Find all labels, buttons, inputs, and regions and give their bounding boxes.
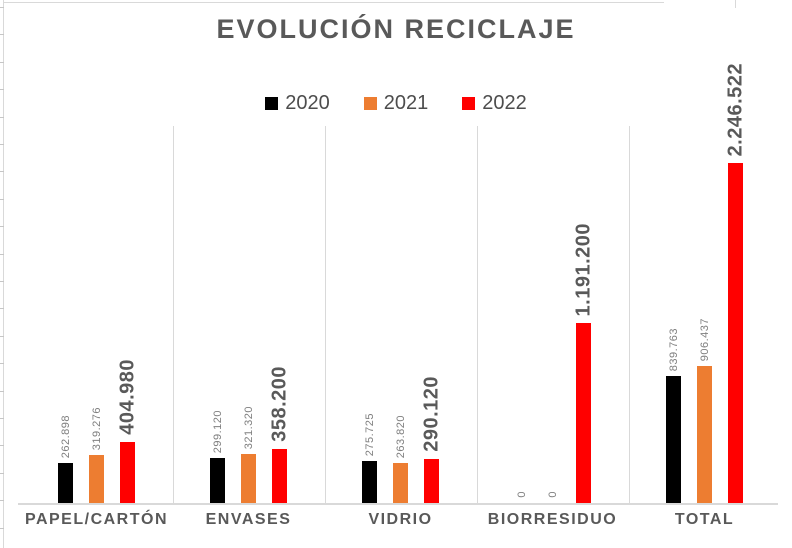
- legend-swatch-icon: [462, 97, 476, 110]
- spreadsheet-row-tick: [0, 144, 4, 145]
- category-separator-line: [325, 126, 326, 503]
- spreadsheet-row-tick: [0, 171, 4, 172]
- data-label-2022-envases: 358.200: [268, 366, 290, 442]
- chart-title[interactable]: EVOLUCIÓN RECICLAJE: [216, 14, 576, 44]
- spreadsheet-column-border: [3, 0, 4, 548]
- category-separator-line: [173, 126, 174, 503]
- spreadsheet-row-tick: [0, 199, 4, 200]
- data-label-2022-total: 2.246.522: [724, 62, 746, 156]
- legend-item-2021[interactable]: 2021: [363, 92, 429, 115]
- spreadsheet-row-tick: [0, 473, 4, 474]
- legend-swatch-icon: [363, 97, 377, 110]
- bar-2022-papel-cart-n[interactable]: [120, 442, 135, 503]
- bar-2020-total[interactable]: [666, 376, 681, 503]
- category-label-papel-cart-n: PAPEL/CARTÓN: [24, 511, 169, 528]
- spreadsheet-row-tick: [0, 363, 4, 364]
- category-label-biorresiduo: BIORRESIDUO: [487, 511, 618, 528]
- spreadsheet-row-tick: [0, 418, 4, 419]
- bar-2021-papel-cart-n[interactable]: [89, 455, 104, 503]
- data-label-2022-papel-cart-n: 404.980: [116, 359, 138, 435]
- legend-label: 2022: [482, 92, 527, 114]
- category-separator-line: [477, 126, 478, 503]
- spreadsheet-row-tick: [0, 62, 4, 63]
- data-label-2020-vidrio: 275.725: [363, 412, 376, 456]
- legend-label: 2020: [285, 92, 330, 114]
- data-label-2021-vidrio: 263.820: [394, 414, 407, 458]
- spreadsheet-row-tick: [0, 254, 4, 255]
- chart-legend: 2020 2021 2022: [0, 92, 792, 115]
- spreadsheet-row-tick: [0, 391, 4, 392]
- data-label-2021-biorresiduo: 0: [546, 491, 559, 498]
- data-label-2022-biorresiduo: 1.191.200: [572, 222, 594, 316]
- legend-label: 2021: [383, 92, 429, 114]
- category-label-total: TOTAL: [674, 511, 735, 528]
- data-label-2021-papel-cart-n: 319.276: [90, 406, 103, 450]
- spreadsheet-row-tick: [0, 89, 4, 90]
- bar-2021-vidrio[interactable]: [393, 463, 408, 503]
- spreadsheet-row-tick: [0, 308, 4, 309]
- spreadsheet-row-tick: [0, 281, 4, 282]
- bar-2022-vidrio[interactable]: [424, 459, 439, 503]
- bar-2020-vidrio[interactable]: [362, 461, 377, 503]
- spreadsheet-column-border-stub: [735, 0, 736, 8]
- spreadsheet-row-tick: [0, 34, 4, 35]
- bar-2022-total[interactable]: [728, 163, 743, 503]
- bar-2020-papel-cart-n[interactable]: [58, 463, 73, 503]
- spreadsheet-row-border: [4, 2, 664, 3]
- data-label-2020-papel-cart-n: 262.898: [59, 414, 72, 458]
- bar-2021-total[interactable]: [697, 366, 712, 503]
- data-label-2020-envases: 299.120: [211, 409, 224, 453]
- legend-item-2020[interactable]: 2020: [265, 92, 330, 115]
- category-label-vidrio: VIDRIO: [368, 511, 433, 528]
- bar-2021-envases[interactable]: [241, 454, 256, 503]
- spreadsheet-row-tick: [0, 528, 4, 529]
- data-label-2020-total: 839.763: [667, 327, 680, 371]
- legend-swatch-icon: [265, 97, 279, 110]
- x-axis-line: [18, 503, 778, 505]
- data-label-2021-envases: 321.320: [242, 405, 255, 449]
- bar-2022-envases[interactable]: [272, 449, 287, 503]
- data-label-2022-vidrio: 290.120: [420, 376, 442, 452]
- category-label-envases: ENVASES: [205, 511, 292, 528]
- spreadsheet-row-tick: [0, 226, 4, 227]
- legend-item-2022[interactable]: 2022: [462, 92, 527, 115]
- spreadsheet-row-tick: [0, 445, 4, 446]
- bar-2022-biorresiduo[interactable]: [576, 323, 591, 503]
- data-label-2020-biorresiduo: 0: [515, 491, 528, 498]
- spreadsheet-row-tick: [0, 117, 4, 118]
- data-label-2021-total: 906.437: [698, 317, 711, 361]
- spreadsheet-row-tick: [0, 336, 4, 337]
- bar-2020-envases[interactable]: [210, 458, 225, 503]
- spreadsheet-row-tick: [0, 500, 4, 501]
- category-separator-line: [629, 126, 630, 503]
- spreadsheet-row-tick: [0, 7, 4, 8]
